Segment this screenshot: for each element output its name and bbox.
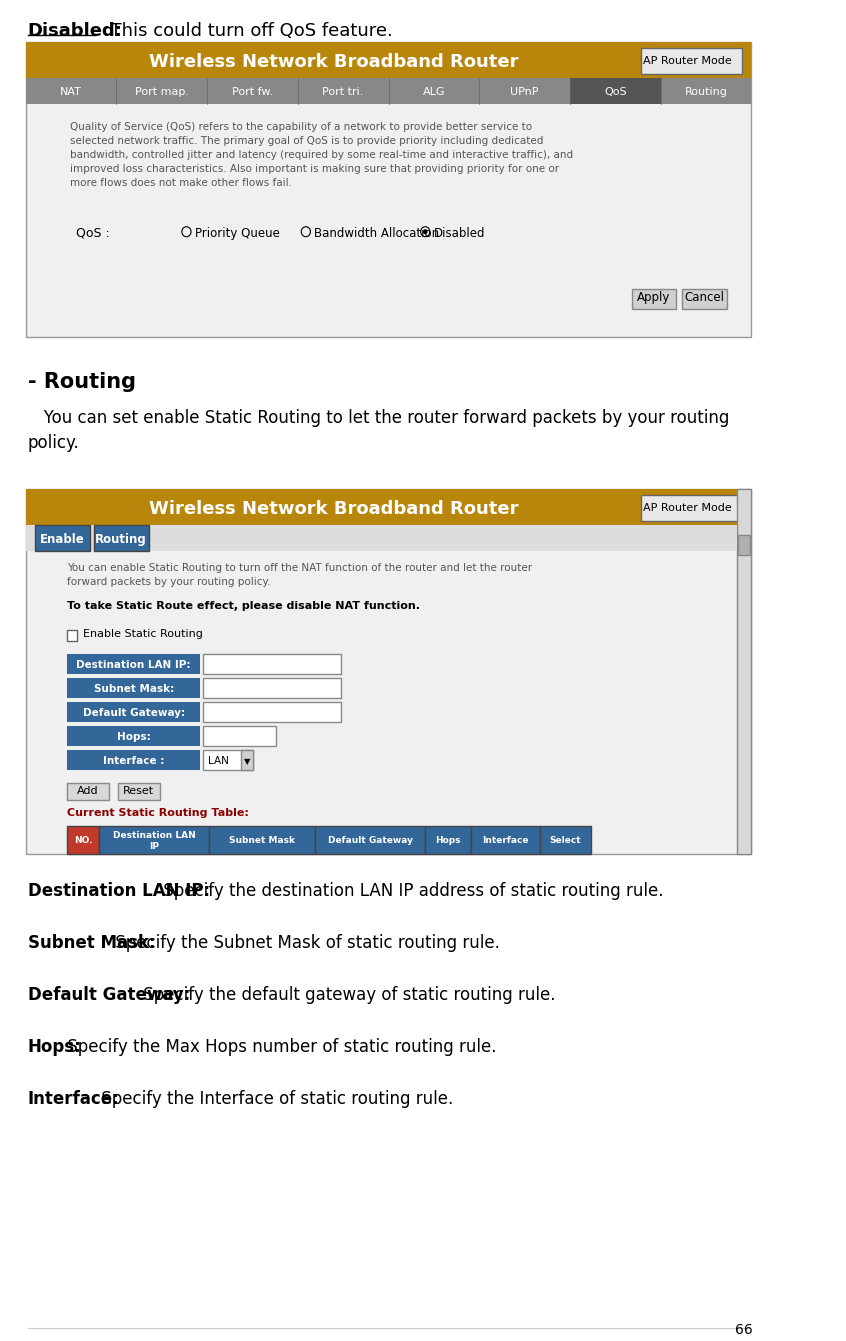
Bar	[632, 288, 676, 308]
Text: Specify the Max Hops number of static routing rule.: Specify the Max Hops number of static ro…	[62, 1038, 497, 1055]
Text: 66: 66	[735, 1324, 753, 1337]
Text: You can set enable Static Routing to let the router forward packets by your rout: You can set enable Static Routing to let…	[28, 409, 729, 452]
Text: LAN: LAN	[208, 756, 229, 766]
Text: Default Gateway:: Default Gateway:	[28, 986, 190, 1004]
Bar	[99, 826, 210, 854]
Text: NO.: NO.	[74, 837, 92, 845]
Text: Subnet Mask:: Subnet Mask:	[28, 933, 155, 952]
Text: Routing: Routing	[96, 532, 147, 546]
Text: UPnP: UPnP	[510, 87, 539, 97]
Text: You can enable Static Routing to turn off the NAT function of the router and let: You can enable Static Routing to turn of…	[67, 563, 532, 587]
Bar	[683, 288, 727, 308]
Bar	[203, 703, 341, 721]
Bar	[25, 489, 751, 854]
Bar	[67, 750, 201, 770]
Bar	[540, 826, 591, 854]
Bar	[203, 654, 341, 675]
Text: Port fw.: Port fw.	[232, 87, 273, 97]
Text: Interface :: Interface :	[103, 756, 164, 766]
Text: Wireless Network Broadband Router: Wireless Network Broadband Router	[149, 500, 518, 519]
Bar	[67, 783, 109, 801]
Text: Priority Queue: Priority Queue	[195, 227, 279, 240]
Text: Hops:: Hops:	[117, 732, 151, 742]
Bar	[25, 526, 737, 551]
Text: Cancel: Cancel	[684, 291, 724, 304]
Bar	[641, 495, 742, 522]
Bar	[570, 78, 661, 103]
Text: Port map.: Port map.	[135, 87, 189, 97]
Text: Quality of Service (QoS) refers to the capability of a network to provide better: Quality of Service (QoS) refers to the c…	[70, 122, 573, 188]
Text: Add: Add	[77, 786, 99, 797]
Bar	[737, 489, 751, 854]
Text: NAT: NAT	[60, 87, 82, 97]
Bar	[67, 679, 201, 699]
Text: Interface:: Interface:	[28, 1090, 119, 1108]
Bar	[240, 750, 254, 770]
Text: Wireless Network Broadband Router: Wireless Network Broadband Router	[149, 52, 518, 71]
Bar	[315, 826, 426, 854]
Bar	[25, 489, 751, 526]
Text: Enable: Enable	[40, 532, 85, 546]
Text: Subnet Mask: Subnet Mask	[229, 837, 295, 845]
Text: Destination LAN
IP: Destination LAN IP	[113, 831, 195, 850]
Bar	[203, 725, 277, 746]
Text: - Routing: - Routing	[28, 371, 135, 392]
Bar	[203, 679, 341, 699]
Text: AP Router Mode: AP Router Mode	[643, 503, 732, 514]
Text: Hops:: Hops:	[28, 1038, 81, 1055]
Text: Destination LAN IP:: Destination LAN IP:	[76, 660, 191, 670]
Text: Disabled:: Disabled:	[28, 21, 123, 40]
Text: Specify the default gateway of static routing rule.: Specify the default gateway of static ro…	[138, 986, 555, 1004]
Text: Default Gateway:: Default Gateway:	[83, 708, 184, 719]
Bar	[471, 826, 540, 854]
Text: Specify the Interface of static routing rule.: Specify the Interface of static routing …	[96, 1090, 453, 1108]
Bar	[210, 826, 315, 854]
Text: Specify the Subnet Mask of static routing rule.: Specify the Subnet Mask of static routin…	[110, 933, 500, 952]
Text: Hops: Hops	[436, 837, 461, 845]
Bar	[67, 703, 201, 721]
Text: Subnet Mask:: Subnet Mask:	[94, 684, 173, 695]
Bar	[25, 42, 751, 78]
Bar	[426, 826, 471, 854]
Text: Current Static Routing Table:: Current Static Routing Table:	[67, 809, 249, 818]
Text: Destination LAN IP:: Destination LAN IP:	[28, 882, 210, 900]
Text: ▼: ▼	[244, 756, 250, 766]
Text: Default Gateway: Default Gateway	[327, 837, 413, 845]
Text: Specify the destination LAN IP address of static routing rule.: Specify the destination LAN IP address o…	[158, 882, 664, 900]
Bar	[118, 783, 160, 801]
Text: To take Static Route effect, please disable NAT function.: To take Static Route effect, please disa…	[67, 601, 420, 611]
Text: Reset: Reset	[124, 786, 154, 797]
Bar	[738, 535, 750, 555]
Bar	[94, 526, 149, 551]
Bar	[67, 826, 99, 854]
Text: Port tri.: Port tri.	[322, 87, 364, 97]
Text: This could turn off QoS feature.: This could turn off QoS feature.	[99, 21, 393, 40]
Text: Enable Static Routing: Enable Static Routing	[83, 629, 202, 640]
Text: Disabled: Disabled	[433, 227, 485, 240]
Bar	[67, 654, 201, 675]
Bar	[67, 725, 201, 746]
Text: Apply: Apply	[637, 291, 671, 304]
Text: Interface: Interface	[482, 837, 529, 845]
Text: AP Router Mode: AP Router Mode	[643, 56, 732, 66]
Bar	[203, 750, 254, 770]
Text: QoS :: QoS :	[76, 227, 110, 240]
Bar	[25, 78, 751, 103]
Bar	[67, 630, 77, 641]
Text: Select: Select	[550, 837, 581, 845]
Bar	[641, 48, 742, 74]
Text: QoS: QoS	[604, 87, 627, 97]
Text: Bandwidth Allocation: Bandwidth Allocation	[314, 227, 439, 240]
Bar	[35, 526, 90, 551]
Text: Routing: Routing	[684, 87, 728, 97]
Circle shape	[423, 229, 427, 235]
Bar	[25, 42, 751, 337]
Text: ALG: ALG	[423, 87, 445, 97]
